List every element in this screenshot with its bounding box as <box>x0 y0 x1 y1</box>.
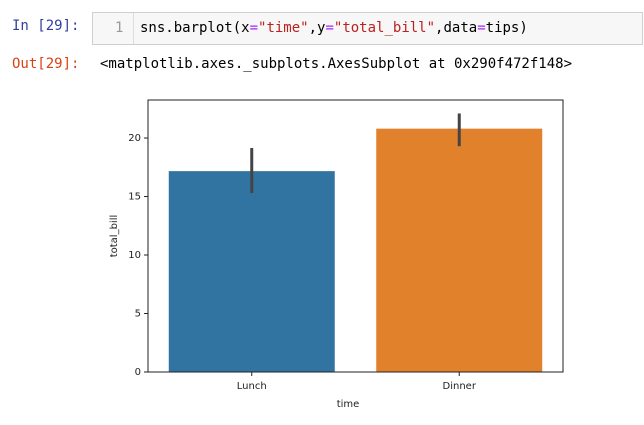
in-prompt: In [29]: <box>12 18 80 34</box>
code-token: = <box>325 20 334 36</box>
y-tick-label: 20 <box>128 133 141 144</box>
code-token: sns.barplot(x <box>140 20 250 36</box>
code-token: tips) <box>485 20 528 36</box>
code-token: "total_bill" <box>333 20 436 36</box>
gutter <box>133 13 134 44</box>
code-token: ,y <box>308 20 326 36</box>
code-cell[interactable]: 1 sns.barplot(x="time",y="total_bill",da… <box>92 12 643 45</box>
code-token: "time" <box>258 20 309 36</box>
bar <box>168 171 335 372</box>
y-tick-label: 5 <box>135 309 141 320</box>
x-axis-label: time <box>337 399 360 410</box>
axes-frame <box>147 99 564 373</box>
out-prompt: Out[29]: <box>12 56 80 72</box>
line-number: 1 <box>115 20 124 36</box>
y-axis-label: total_bill <box>109 215 120 258</box>
code-token: ,data <box>435 20 478 36</box>
code: sns.barplot(x="time",y="total_bill",data… <box>140 20 528 36</box>
y-tick-label: 15 <box>128 192 141 203</box>
code-token: = <box>249 20 259 36</box>
x-tick-label: Lunch <box>237 381 267 392</box>
x-tick-label: Dinner <box>443 381 477 392</box>
y-tick-label: 10 <box>128 250 141 261</box>
code-token: = <box>477 20 486 36</box>
y-tick-label: 0 <box>135 367 141 378</box>
bar <box>376 128 543 372</box>
output-text: <matplotlib.axes._subplots.AxesSubplot a… <box>100 56 573 72</box>
